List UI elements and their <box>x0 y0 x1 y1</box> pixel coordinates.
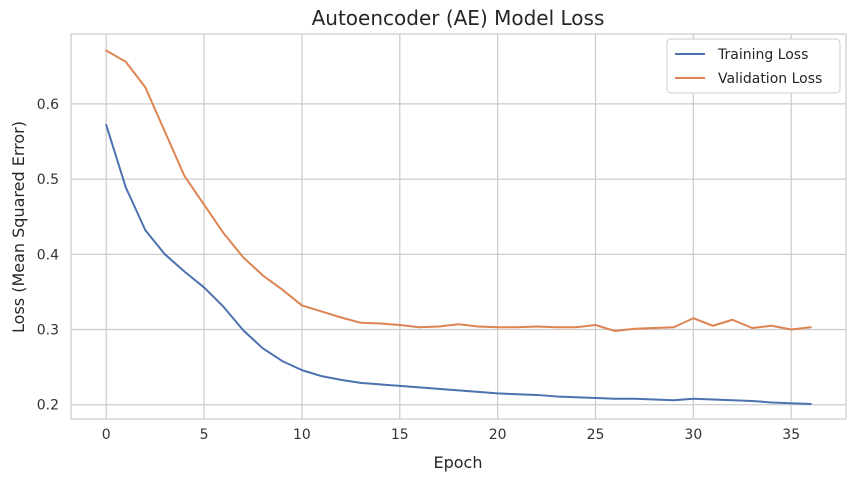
legend-label-validation: Validation Loss <box>718 71 822 87</box>
x-tick-label: 30 <box>684 427 702 443</box>
y-axis-label: Loss (Mean Squared Error) <box>9 121 28 333</box>
x-tick-label: 35 <box>782 427 800 443</box>
legend-box <box>666 38 841 94</box>
x-tick-label: 20 <box>489 427 507 443</box>
x-tick-label: 15 <box>391 427 409 443</box>
x-tick-label: 5 <box>200 427 209 443</box>
chart-title: Autoencoder (AE) Model Loss <box>312 6 605 30</box>
y-tick-label: 0.4 <box>37 247 59 263</box>
grid-lines <box>71 34 846 419</box>
y-tick-label: 0.2 <box>37 398 59 414</box>
x-tick-label: 10 <box>293 427 311 443</box>
x-tick-label: 0 <box>102 427 111 443</box>
series-lines <box>105 49 812 405</box>
tick-labels: 0 5 10 15 20 25 30 35 0.2 0.3 0.4 0.5 0.6 <box>37 97 800 443</box>
x-tick-label: 25 <box>587 427 605 443</box>
y-tick-label: 0.3 <box>37 323 59 339</box>
plot-area <box>70 33 847 420</box>
x-axis-label: Epoch <box>434 453 483 472</box>
y-tick-label: 0.6 <box>37 97 59 113</box>
legend-label-training: Training Loss <box>717 47 808 63</box>
series-line-validation <box>105 49 812 333</box>
y-tick-label: 0.5 <box>37 172 59 188</box>
legend: Training Loss Validation Loss <box>666 38 841 94</box>
series-line-training <box>105 123 812 405</box>
